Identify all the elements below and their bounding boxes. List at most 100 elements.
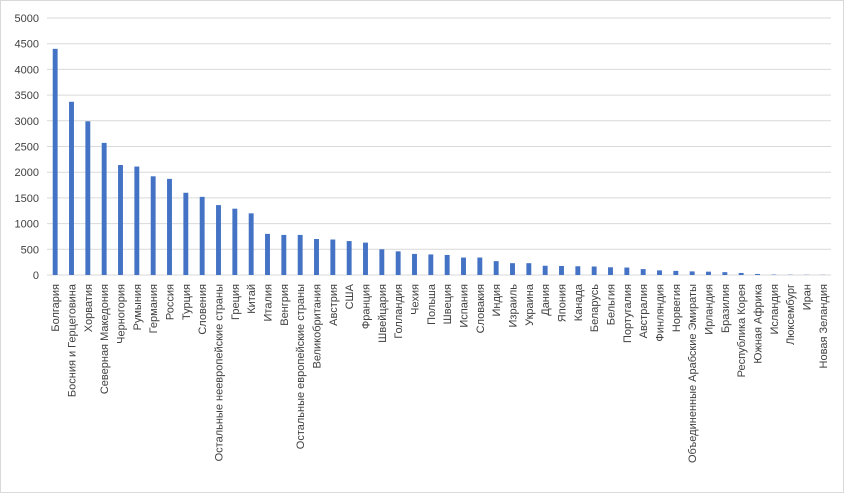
x-tick-label: Великобритания [312, 284, 324, 369]
x-tick-label: Голландия [393, 284, 405, 339]
y-tick-label: 5000 [15, 13, 39, 25]
x-tick-label: Украина [524, 283, 536, 326]
bar [53, 49, 58, 275]
bar [575, 266, 580, 275]
x-tick-label: Франция [361, 284, 373, 329]
x-tick-label: Словакия [475, 284, 487, 333]
bar [314, 239, 319, 275]
bars [53, 49, 826, 275]
x-tick-label: Беларусь [589, 284, 601, 332]
x-tick-label: Новая Зеландия [818, 284, 830, 368]
y-tick-label: 1000 [15, 219, 39, 231]
bar [706, 272, 711, 275]
bar [118, 165, 123, 275]
y-tick-label: 3500 [15, 90, 39, 102]
bar [330, 240, 335, 275]
bar [657, 270, 662, 275]
bar [559, 266, 564, 275]
bar [641, 269, 646, 275]
x-tick-label: Россия [165, 284, 177, 320]
bar [543, 266, 548, 275]
bar [379, 249, 384, 275]
x-tick-label: Австралия [638, 284, 650, 338]
bar [134, 167, 139, 275]
x-tick-label: Республика Корея [736, 284, 748, 377]
y-tick-label: 4500 [15, 39, 39, 51]
bar [624, 268, 629, 275]
x-tick-label: Австрия [328, 284, 340, 326]
x-tick-label: Северная Македония [99, 284, 111, 394]
bar [249, 213, 254, 275]
bar [592, 267, 597, 275]
bar [183, 193, 188, 275]
x-tick-label: Норвегия [671, 284, 683, 332]
x-tick-label: Индия [491, 284, 503, 317]
bar [151, 176, 156, 275]
x-tick-label: Канада [573, 283, 585, 321]
bar [510, 263, 515, 275]
y-tick-label: 500 [21, 244, 39, 256]
bar [690, 271, 695, 275]
bar [673, 271, 678, 275]
x-tick-label: Иран [802, 284, 814, 310]
bar [428, 254, 433, 275]
x-tick-label: Словения [197, 284, 209, 335]
y-tick-label: 3000 [15, 116, 39, 128]
x-tick-label: Венгрия [279, 284, 291, 326]
x-tick-label: Исландия [769, 284, 781, 335]
y-tick-label: 0 [33, 270, 39, 282]
y-tick-label: 4000 [15, 64, 39, 76]
x-tick-label: Турция [181, 284, 193, 320]
bar [363, 243, 368, 275]
x-tick-label: Швеция [442, 284, 454, 324]
x-tick-label: Италия [263, 284, 275, 322]
bar [494, 261, 499, 275]
x-tick-label: Ирландия [704, 284, 716, 335]
bar [477, 258, 482, 275]
gridlines [47, 18, 831, 275]
bar [281, 235, 286, 275]
bar [445, 255, 450, 275]
x-tick-label: Южная Африка [753, 283, 765, 364]
bar [412, 254, 417, 275]
bar [347, 241, 352, 275]
x-tick-label: Дания [540, 284, 552, 316]
x-tick-label: Бразилия [720, 284, 732, 333]
x-tick-label: Болгария [50, 284, 62, 332]
x-tick-label: Израиль [508, 284, 520, 328]
y-tick-label: 1500 [15, 193, 39, 205]
x-tick-label: Объединенные Арабские Эмираты [687, 284, 699, 463]
y-axis-tick-labels: 0 500 1000 1500 2000 2500 3000 3500 4000 4500 5000 [15, 13, 39, 282]
x-tick-label: Люксембург [785, 284, 797, 345]
bar [216, 205, 221, 275]
x-tick-label: Чехия [410, 284, 422, 315]
x-tick-label: Финляндия [655, 284, 667, 342]
bar [167, 179, 172, 275]
bar [85, 121, 90, 275]
bar [200, 197, 205, 275]
bar [298, 235, 303, 275]
bar [396, 251, 401, 275]
x-tick-label: Португалия [622, 284, 634, 343]
bar [232, 209, 237, 275]
bar [722, 272, 727, 275]
y-tick-label: 2500 [15, 142, 39, 154]
bar [608, 267, 613, 275]
bar [739, 273, 744, 275]
x-tick-label: США [344, 283, 356, 309]
bar [526, 263, 531, 275]
bar [69, 102, 74, 275]
x-tick-label: Черногория [116, 284, 128, 344]
x-tick-label: Хорватия [83, 284, 95, 332]
y-tick-label: 2000 [15, 167, 39, 179]
x-tick-label: Польша [426, 283, 438, 325]
x-tick-label: Испания [459, 284, 471, 328]
bar [265, 234, 270, 275]
x-tick-label: Бельгия [606, 284, 618, 325]
x-tick-label: Германия [148, 284, 160, 333]
bar [102, 143, 107, 275]
bar [461, 258, 466, 275]
x-tick-label: Япония [557, 284, 569, 322]
